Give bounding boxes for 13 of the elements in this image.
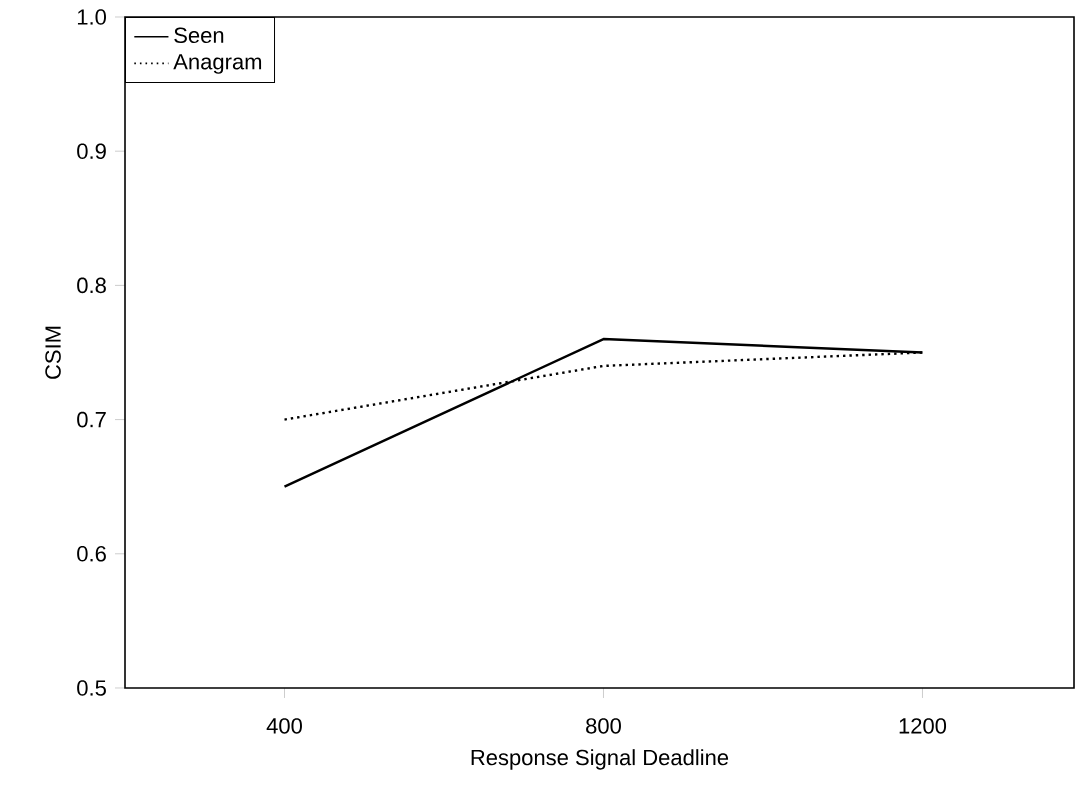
x-tick-label: 400: [266, 718, 302, 734]
y-tick-label: 0.7: [77, 411, 106, 428]
x-tick-label: 1200: [899, 718, 947, 734]
y-tick-label: 0.5: [77, 680, 106, 696]
y-tick-label: 1.0: [77, 9, 106, 25]
y-tick-label: 0.6: [77, 546, 106, 562]
x-axis-title: Response Signal Deadline: [471, 749, 729, 770]
y-axis-title: CSIM: [45, 326, 61, 379]
y-tick-label: 0.9: [77, 143, 106, 159]
y-tick-label: 0.8: [77, 277, 106, 294]
legend-label: Seen: [174, 27, 224, 44]
legend-label: Anagram: [173, 54, 262, 74]
x-tick-label: 800: [586, 718, 621, 734]
